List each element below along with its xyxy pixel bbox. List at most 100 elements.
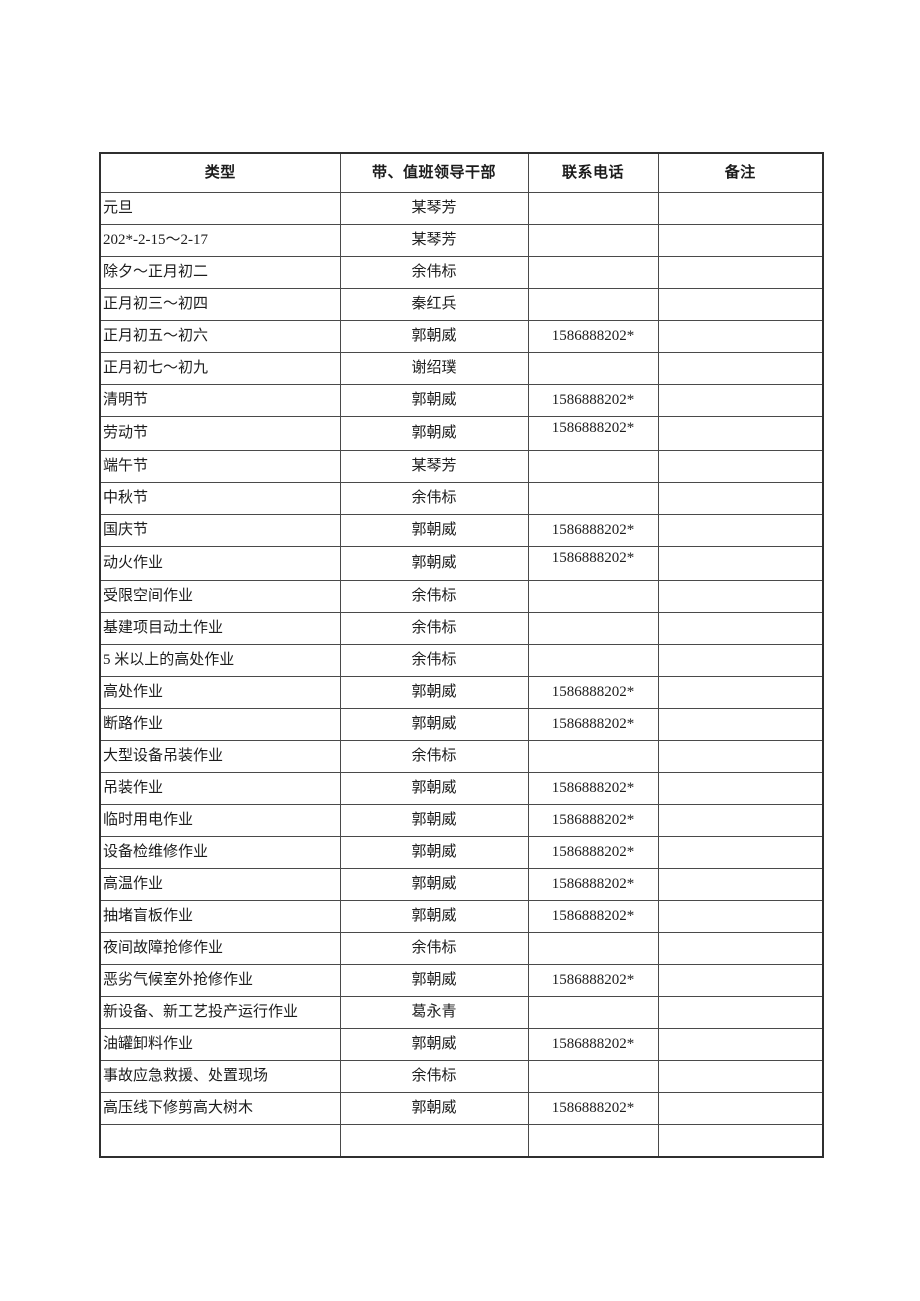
cell-phone: 1586888202*	[527, 384, 659, 417]
header-type: 类型	[99, 152, 341, 193]
cell-type: 正月初七～初九	[99, 352, 341, 385]
table-row: 基建项目动土作业 余伟标	[99, 612, 824, 645]
cell-type: 高温作业	[99, 868, 341, 901]
cell-leader: 郭朝威	[339, 384, 529, 417]
cell-phone	[527, 932, 659, 965]
cell-type: 202*-2-15～2-17	[99, 224, 341, 257]
cell-type: 临时用电作业	[99, 804, 341, 837]
cell-phone	[527, 580, 659, 613]
cell-phone: 1586888202*	[527, 804, 659, 837]
cell-remark	[657, 804, 824, 837]
cell-phone: 1586888202*	[527, 708, 659, 741]
cell-type: 恶劣气候室外抢修作业	[99, 964, 341, 997]
table-row: 事故应急救援、处置现场 余伟标	[99, 1060, 824, 1093]
cell-leader: 郭朝威	[339, 320, 529, 353]
cell-phone: 1586888202*	[527, 416, 659, 451]
cell-type: 正月初三～初四	[99, 288, 341, 321]
cell-remark	[657, 964, 824, 997]
cell-remark	[657, 900, 824, 933]
cell-phone	[527, 256, 659, 289]
cell-remark	[657, 932, 824, 965]
header-leader: 带、值班领导干部	[339, 152, 529, 193]
cell-type: 吊装作业	[99, 772, 341, 805]
cell-type: 中秋节	[99, 482, 341, 515]
table-body: 元旦 某琴芳 202*-2-15～2-17 某琴芳 除夕～正月初二 余伟标 正月初三～初四秦…	[99, 192, 824, 1158]
cell-leader: 余伟标	[339, 580, 529, 613]
cell-phone	[527, 482, 659, 515]
cell-leader: 余伟标	[339, 1060, 529, 1093]
cell-remark	[657, 996, 824, 1029]
cell-phone	[527, 192, 659, 225]
cell-phone: 1586888202*	[527, 836, 659, 869]
cell-remark	[657, 450, 824, 483]
cell-type: 5 米以上的高处作业	[99, 644, 341, 677]
cell-leader: 谢绍璞	[339, 352, 529, 385]
cell-phone: 1586888202*	[527, 868, 659, 901]
cell-leader: 某琴芳	[339, 450, 529, 483]
table-row: 劳动节 郭朝威 1586888202*	[99, 416, 824, 451]
table-row: 202*-2-15～2-17 某琴芳	[99, 224, 824, 257]
table-row: 大型设备吊装作业 余伟标	[99, 740, 824, 773]
cell-type: 高处作业	[99, 676, 341, 709]
cell-phone	[527, 1060, 659, 1093]
header-phone: 联系电话	[527, 152, 659, 193]
cell-remark	[657, 740, 824, 773]
cell-phone: 1586888202*	[527, 772, 659, 805]
cell-phone: 1586888202*	[527, 900, 659, 933]
cell-leader: 郭朝威	[339, 868, 529, 901]
cell-leader: 葛永青	[339, 996, 529, 1029]
cell-remark	[657, 708, 824, 741]
cell-leader: 郭朝威	[339, 836, 529, 869]
cell-phone	[527, 996, 659, 1029]
cell-remark	[657, 772, 824, 805]
cell-type: 基建项目动土作业	[99, 612, 341, 645]
cell-phone	[527, 288, 659, 321]
table-row: 高温作业 郭朝威 1586888202*	[99, 868, 824, 901]
table-row: 清明节 郭朝威 1586888202*	[99, 384, 824, 417]
duty-roster-table: 类型 带、值班领导干部 联系电话 备注 元旦 某琴芳 202*-2-15～2-17 某…	[99, 152, 824, 1158]
table-row: 吊装作业 郭朝威 1586888202*	[99, 772, 824, 805]
table-row: 正月初三～初四 秦红兵	[99, 288, 824, 321]
cell-leader: 郭朝威	[339, 514, 529, 547]
cell-leader: 秦红兵	[339, 288, 529, 321]
cell-remark	[657, 676, 824, 709]
table-row: 抽堵盲板作业 郭朝威 1586888202*	[99, 900, 824, 933]
table-row: 油罐卸料作业 郭朝威 1586888202*	[99, 1028, 824, 1061]
cell-leader: 郭朝威	[339, 1028, 529, 1061]
cell-remark	[657, 192, 824, 225]
table-row: 端午节 某琴芳	[99, 450, 824, 483]
cell-phone: 1586888202*	[527, 1028, 659, 1061]
cell-leader: 余伟标	[339, 644, 529, 677]
cell-remark	[657, 256, 824, 289]
cell-remark	[657, 644, 824, 677]
cell-phone	[527, 740, 659, 773]
cell-type: 新设备、新工艺投产运行作业	[99, 996, 341, 1029]
cell-type: 受限空间作业	[99, 580, 341, 613]
cell-type: 正月初五～初六	[99, 320, 341, 353]
cell-type: 设备检维修作业	[99, 836, 341, 869]
cell-type: 国庆节	[99, 514, 341, 547]
cell-phone	[527, 224, 659, 257]
cell-type: 抽堵盲板作业	[99, 900, 341, 933]
table-row: 设备检维修作业 郭朝威 1586888202*	[99, 836, 824, 869]
cell-type: 夜间故障抢修作业	[99, 932, 341, 965]
cell-phone: 1586888202*	[527, 514, 659, 547]
cell-type: 除夕～正月初二	[99, 256, 341, 289]
cell-remark	[657, 416, 824, 451]
cell-phone: 1586888202*	[527, 676, 659, 709]
cell-remark	[657, 1124, 824, 1158]
cell-remark	[657, 384, 824, 417]
cell-phone	[527, 352, 659, 385]
cell-remark	[657, 482, 824, 515]
cell-phone	[527, 450, 659, 483]
cell-type: 高压线下修剪高大树木	[99, 1092, 341, 1125]
table-row: 国庆节 郭朝威 1586888202*	[99, 514, 824, 547]
cell-remark	[657, 224, 824, 257]
cell-type: 断路作业	[99, 708, 341, 741]
table-row: 受限空间作业 余伟标	[99, 580, 824, 613]
cell-type: 端午节	[99, 450, 341, 483]
cell-remark	[657, 1028, 824, 1061]
cell-phone: 1586888202*	[527, 1092, 659, 1125]
cell-phone: 1586888202*	[527, 320, 659, 353]
